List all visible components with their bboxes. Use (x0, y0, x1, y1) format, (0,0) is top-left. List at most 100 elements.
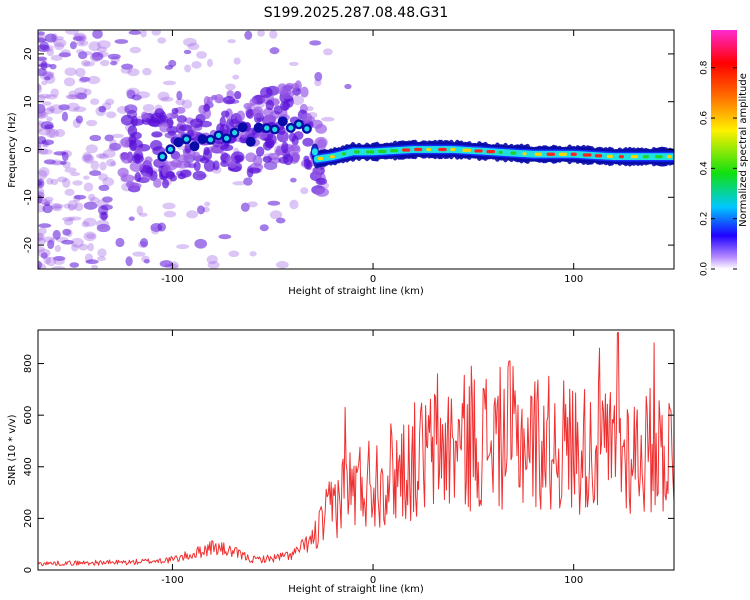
noise-blob (140, 238, 149, 248)
noise-blob (227, 39, 236, 44)
noise-blob (120, 67, 132, 74)
noise-blob (281, 141, 289, 154)
noise-blob (206, 146, 221, 153)
spectrogram-xtick-label: 100 (564, 274, 583, 285)
colorbar: 0.0 0.2 0.4 0.6 0.8 Normalized spectral ampl… (700, 30, 749, 276)
noise-blob (111, 133, 124, 138)
noise-blob (98, 105, 107, 113)
noise-blob (171, 107, 179, 114)
track-hotspot (486, 150, 496, 154)
noise-blob (107, 53, 121, 60)
noise-blob (76, 49, 85, 54)
noise-blob (73, 106, 87, 113)
snr-xlabel: Height of straight line (km) (288, 584, 424, 595)
noise-blob (233, 90, 242, 100)
colorbar-gradient (711, 30, 737, 269)
noise-blob (191, 61, 202, 69)
noise-blob (134, 153, 141, 164)
noise-blob (275, 217, 286, 224)
noise-blob (134, 147, 143, 154)
colorbar-label: Normalized spectral amplitude (738, 73, 749, 227)
noise-blob (165, 171, 176, 180)
noise-blob (87, 242, 94, 252)
noise-blob (53, 151, 67, 156)
noise-blob (64, 67, 77, 77)
noise-blob (68, 90, 77, 98)
noise-blob (83, 201, 98, 210)
noise-blob (105, 98, 115, 106)
noise-blob (43, 159, 56, 165)
rising-clump (245, 136, 256, 147)
noise-blob (52, 229, 61, 240)
noise-blob (199, 157, 210, 164)
noise-blob (53, 257, 65, 265)
track-hotspot (341, 152, 347, 156)
noise-blob (107, 146, 120, 152)
noise-blob (50, 54, 63, 61)
noise-blob (48, 238, 55, 245)
noise-blob (192, 151, 201, 160)
noise-blob (314, 136, 328, 148)
snr-xtick-label: -100 (161, 575, 184, 586)
noise-blob (62, 228, 72, 236)
noise-blob (49, 63, 57, 70)
rising-clump (237, 122, 248, 133)
noise-blob (90, 160, 100, 171)
noise-blob (38, 31, 45, 36)
noise-blob (96, 46, 108, 53)
noise-blob (45, 256, 57, 267)
noise-blob (38, 93, 52, 99)
noise-blob (65, 30, 79, 35)
noise-blob (162, 178, 170, 189)
rising-clump-core (183, 136, 190, 142)
colorbar-tick-label: 0.4 (700, 161, 710, 176)
noise-blob (62, 178, 71, 188)
noise-blob (138, 212, 148, 217)
track-hotspot (498, 150, 503, 154)
noise-blob (184, 142, 192, 154)
rising-clump-core (159, 154, 165, 160)
rising-clump (173, 137, 184, 148)
noise-blob (55, 36, 64, 41)
track-hotspot (642, 155, 649, 159)
noise-blob (166, 112, 179, 119)
noise-blob (74, 202, 84, 212)
noise-blob (39, 149, 53, 155)
noise-blob (159, 260, 173, 268)
noise-blob (42, 204, 53, 214)
noise-blob (75, 67, 86, 78)
track-hotspot (462, 148, 472, 152)
spectrogram-ytick-label: 10 (23, 95, 34, 108)
noise-blob (212, 160, 220, 171)
noise-blob (157, 37, 167, 44)
noise-blob (269, 30, 278, 39)
noise-blob (49, 104, 64, 115)
noise-blob (170, 159, 183, 168)
noise-blob (314, 78, 322, 87)
noise-blob (269, 210, 283, 220)
noise-blob (228, 250, 240, 258)
noise-blob (159, 122, 169, 133)
noise-blob (129, 161, 144, 173)
noise-blob (163, 210, 177, 218)
snr-axes: -100 0 100 0 200 400 600 800 (23, 330, 674, 586)
noise-blob (225, 156, 236, 165)
noise-blob (218, 234, 232, 240)
track-hotspot (558, 152, 567, 156)
noise-blob (257, 30, 265, 37)
noise-blob (69, 41, 77, 50)
noise-blob (82, 151, 92, 161)
noise-blob (132, 251, 146, 257)
noise-blob (140, 165, 154, 177)
noise-blob (72, 180, 83, 186)
noise-blob (142, 173, 152, 182)
noise-blob (157, 91, 170, 101)
noise-blob (81, 59, 91, 67)
noise-blob (302, 137, 314, 147)
track-core (311, 148, 318, 156)
rising-clump-core (167, 146, 174, 152)
noise-blob (61, 239, 74, 245)
noise-blob (72, 36, 83, 41)
track-hotspot (522, 152, 527, 156)
